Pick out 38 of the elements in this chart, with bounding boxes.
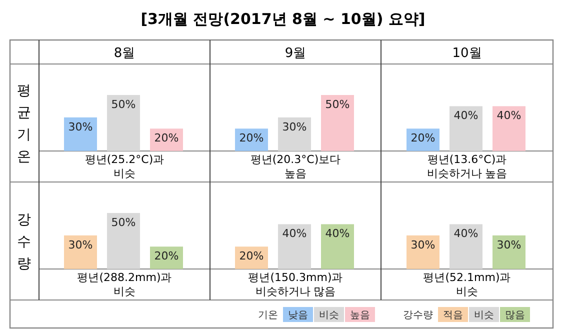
x-axis-title: 평년(25.2°C)과 비슷 <box>84 153 164 180</box>
y-axis-title: 강수량 <box>17 212 31 272</box>
legend-title: 기온 <box>258 310 278 321</box>
text: [3개월 전망(2017년 8월 ~ 10월) 요약] <box>140 10 426 28</box>
category-label: 비슷 <box>319 310 339 321</box>
data-label: 40% <box>282 227 307 240</box>
chart-subtitle: 9월 <box>284 46 306 61</box>
x-axis-title: 평년(150.3mm)과 비슷하거나 많음 <box>248 271 343 298</box>
x-axis-title: 평년(52.1mm)과 비슷 <box>423 271 511 298</box>
category-label: 적음 <box>443 310 463 321</box>
data-label: 40% <box>454 109 478 122</box>
data-label: 30% <box>68 120 93 134</box>
data-label: 20% <box>154 250 179 263</box>
data-label: 40% <box>325 227 350 240</box>
category-label: 많음 <box>505 310 525 321</box>
data-label: 50% <box>325 98 350 111</box>
data-label: 30% <box>282 120 307 134</box>
data-label: 30% <box>410 238 436 252</box>
x-axis-title: 평년(13.6°C)과 비슷하거나 높음 <box>426 153 508 180</box>
chart-subtitle: 8월 <box>114 46 136 61</box>
data-label: 20% <box>410 132 436 145</box>
data-label: 50% <box>111 216 136 229</box>
data-label: 20% <box>239 250 264 263</box>
data-label: 30% <box>496 238 522 252</box>
x-axis-title: 평년(288.2mm)과 비슷 <box>77 271 172 298</box>
data-label: 50% <box>111 98 136 111</box>
data-label: 30% <box>68 238 93 252</box>
chart-subtitle: 10월 <box>452 46 482 61</box>
y-axis-title: 평균기온 <box>17 83 31 165</box>
x-axis-title: 평년(20.3°C)보다 높음 <box>250 153 341 180</box>
data-label: 20% <box>239 132 264 145</box>
category-label: 높음 <box>350 310 370 321</box>
data-label: 40% <box>496 109 522 122</box>
data-label: 20% <box>154 132 179 145</box>
legend-title: 강수량 <box>403 310 433 321</box>
category-label: 낮음 <box>288 310 308 321</box>
data-label: 40% <box>454 227 478 240</box>
category-label: 비슷 <box>474 310 494 321</box>
